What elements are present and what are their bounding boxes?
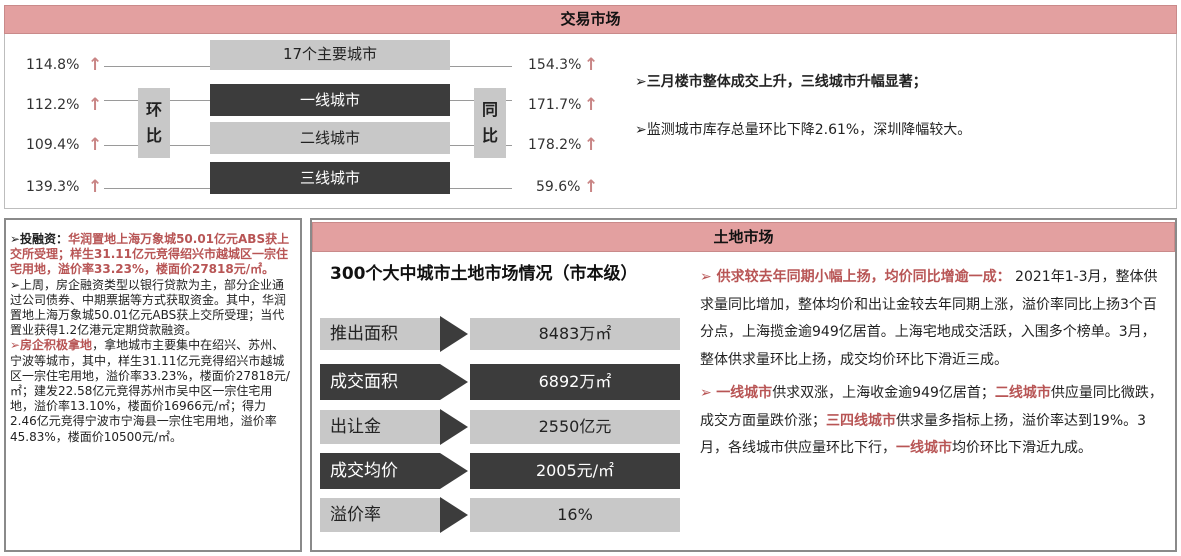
land-row-value: 8483万㎡ bbox=[470, 318, 680, 350]
land-row-label: 推出面积 bbox=[320, 318, 440, 350]
yoy-value: 59.6% bbox=[536, 179, 581, 195]
city-bar-tier3: 三线城市 bbox=[210, 162, 450, 194]
land-highlight-tier2: 二线城市 bbox=[994, 385, 1051, 401]
land-para-2-body-1: 供求双涨，上海收金逾949亿居首； bbox=[772, 385, 995, 401]
land-para-2-body-4: 均价环比下滑近九成。 bbox=[952, 440, 1092, 456]
finance-para-1-highlight: 华润置地上海万象城50.01亿元ABS获上交所受理；样生31.11亿元竞得绍兴市… bbox=[10, 232, 290, 277]
trade-bullet-2: ➢监测城市库存总量环比下降2.61%，深圳降幅较大。 bbox=[635, 122, 972, 138]
land-market-panel bbox=[310, 218, 1177, 552]
up-arrow-icon: ↑ bbox=[88, 55, 103, 75]
land-row-label: 成交均价 bbox=[320, 453, 440, 489]
up-arrow-icon: ↑ bbox=[88, 135, 103, 155]
yoy-value: 178.2% bbox=[528, 137, 582, 153]
mom-value: 109.4% bbox=[26, 137, 80, 153]
land-row-label: 出让金 bbox=[320, 410, 440, 444]
land-para-1-body: 2021年1-3月，整体供求量同比增加，整体均价和出让金较去年同期上涨，溢价率同… bbox=[700, 269, 1158, 368]
yoy-label: 同比 bbox=[482, 100, 499, 145]
arrow-right-icon bbox=[440, 316, 468, 352]
land-subtitle: 300个大中城市土地市场情况（市本级） bbox=[330, 264, 638, 284]
land-para-2-body-2: 供应量同比微跌，成交方面量跌价涨； bbox=[700, 385, 1163, 429]
land-row-value: 2005元/㎡ bbox=[470, 453, 680, 489]
land-highlight-tier1-b: 一线城市 bbox=[896, 440, 952, 456]
mom-value: 114.8% bbox=[26, 57, 80, 73]
land-para-2-body-3: 供求量多指标上扬，溢价率达到19%。3月，各线城市供应量环比下行， bbox=[700, 412, 1147, 457]
trade-market-header: 交易市场 bbox=[4, 5, 1177, 34]
finance-para-1: ➢投融资：华润置地上海万象城50.01亿元ABS获上交所受理；样生31.11亿元… bbox=[10, 232, 292, 278]
land-market-header: 土地市场 bbox=[312, 222, 1175, 252]
land-row-label: 成交面积 bbox=[320, 364, 440, 400]
up-arrow-icon: ↑ bbox=[584, 177, 599, 197]
finance-para-3-highlight: ➢房企积极拿地 bbox=[10, 338, 93, 353]
arrow-right-icon bbox=[440, 364, 468, 400]
land-row-value: 16% bbox=[470, 498, 680, 532]
finance-para-3-body: ，拿地城市主要集中在绍兴、苏州、宁波等城市，其中，样生31.11亿元竞得绍兴市越… bbox=[10, 338, 290, 444]
city-bar-17: 17个主要城市 bbox=[210, 40, 450, 70]
up-arrow-icon: ↑ bbox=[584, 135, 599, 155]
land-para-2: ➢ 一线城市供求双涨，上海收金逾949亿居首；二线城市供应量同比微跌，成交方面量… bbox=[700, 380, 1168, 463]
finance-para-2: ➢上周，房企融资类型以银行贷款为主，部分企业通过公司债券、中期票据等方式获取资金… bbox=[10, 277, 287, 338]
arrow-right-icon bbox=[440, 409, 468, 445]
city-bar-tier1: 一线城市 bbox=[210, 84, 450, 116]
finance-text: ➢投融资：华润置地上海万象城50.01亿元ABS获上交所受理；样生31.11亿元… bbox=[10, 232, 292, 445]
land-para-1-highlight: ➢ 供求较去年同期小幅上扬，均价同比增逾一成： bbox=[700, 269, 1011, 285]
land-highlight-tier1: 一线城市 bbox=[716, 385, 773, 401]
land-row-value: 6892万㎡ bbox=[470, 364, 680, 400]
yoy-label-box: 同比 bbox=[474, 88, 506, 158]
land-highlight-tier34: 三四线城市 bbox=[826, 412, 896, 429]
arrow-right-icon bbox=[440, 453, 468, 489]
up-arrow-icon: ↑ bbox=[88, 177, 103, 197]
finance-para-1-label: ➢投融资： bbox=[10, 232, 69, 246]
mom-value: 139.3% bbox=[26, 179, 80, 195]
mom-label-box: 环比 bbox=[138, 88, 170, 158]
mom-label: 环比 bbox=[146, 100, 163, 145]
land-para-2-bullet: ➢ bbox=[700, 385, 717, 401]
up-arrow-icon: ↑ bbox=[584, 95, 599, 115]
up-arrow-icon: ↑ bbox=[584, 55, 599, 75]
arrow-right-icon bbox=[440, 497, 468, 533]
finance-panel bbox=[4, 218, 302, 552]
finance-para-3: ➢房企积极拿地，拿地城市主要集中在绍兴、苏州、宁波等城市，其中，样生31.11亿… bbox=[10, 338, 292, 444]
city-bar-tier2: 二线城市 bbox=[210, 122, 450, 154]
land-para-1: ➢ 供求较去年同期小幅上扬，均价同比增逾一成： 2021年1-3月，整体供求量同… bbox=[700, 264, 1168, 374]
land-row-label: 溢价率 bbox=[320, 498, 440, 532]
yoy-value: 171.7% bbox=[528, 97, 582, 113]
land-text: ➢ 供求较去年同期小幅上扬，均价同比增逾一成： 2021年1-3月，整体供求量同… bbox=[700, 264, 1168, 463]
up-arrow-icon: ↑ bbox=[88, 95, 103, 115]
yoy-value: 154.3% bbox=[528, 57, 582, 73]
land-row-value: 2550亿元 bbox=[470, 410, 680, 444]
mom-value: 112.2% bbox=[26, 97, 80, 113]
trade-bullet-1: ➢三月楼市整体成交上升，三线城市升幅显著； bbox=[635, 74, 927, 90]
